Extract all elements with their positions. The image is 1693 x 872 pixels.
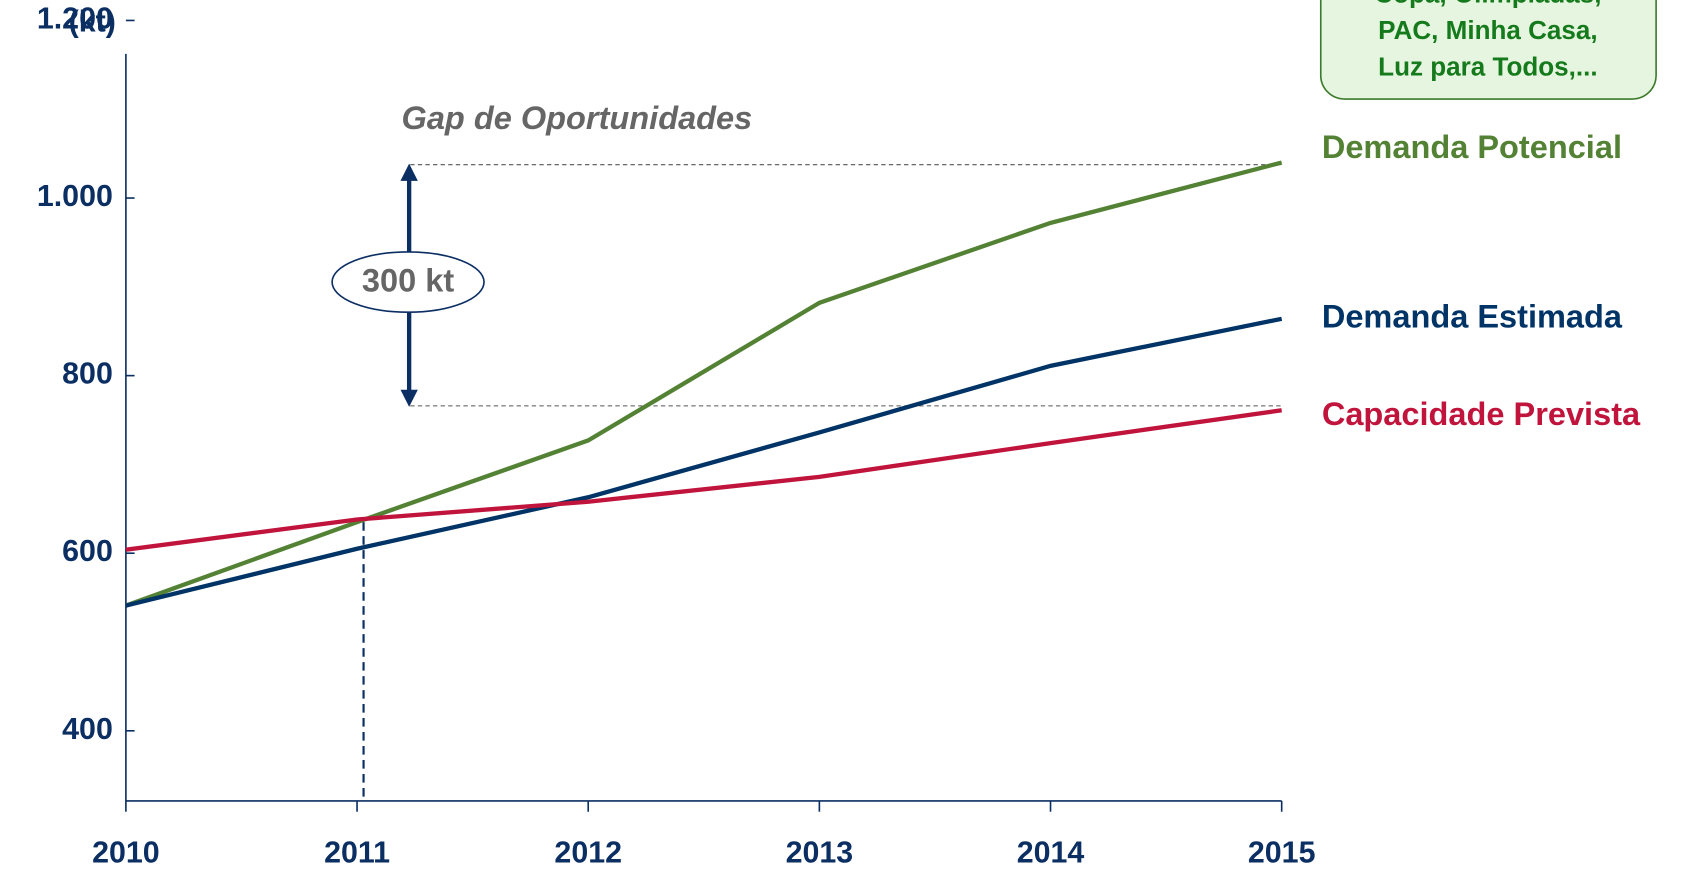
drivers-text: PAC, Minha Casa,	[1378, 17, 1597, 45]
drivers-box	[1319, 0, 1657, 100]
gap-size: 300 kt	[362, 263, 454, 299]
x-tick-label: 2010	[92, 837, 160, 870]
x-tick-label: 2014	[1017, 837, 1085, 870]
x-tick-label: 2013	[786, 837, 854, 870]
series-line	[125, 316, 1283, 608]
y-axis-label: (kt)	[69, 6, 116, 39]
y-tick-label: 800	[62, 358, 113, 391]
drivers-text: Copa, Olimpíadas,	[1374, 0, 1601, 9]
gap-label: Gap de Oportunidades	[402, 100, 753, 136]
y-tick-label: 600	[62, 535, 113, 568]
series-label: Demanda Potencial	[1322, 129, 1622, 165]
series-label: Demanda Estimada	[1322, 298, 1623, 334]
series-line	[125, 160, 1283, 608]
drivers-text: Luz para Todos,...	[1378, 54, 1597, 82]
gap-bubble	[331, 251, 485, 314]
x-tick-label: 2011	[324, 837, 390, 870]
y-tick-label: 400	[62, 713, 113, 746]
x-tick-label: 2012	[554, 837, 622, 870]
x-tick-label: 2015	[1248, 837, 1316, 870]
series-line	[125, 408, 1282, 552]
series-label: Capacidade Prevista	[1322, 396, 1641, 432]
y-tick-label: 1.200	[37, 3, 113, 36]
y-tick-label: 1.000	[37, 180, 113, 213]
